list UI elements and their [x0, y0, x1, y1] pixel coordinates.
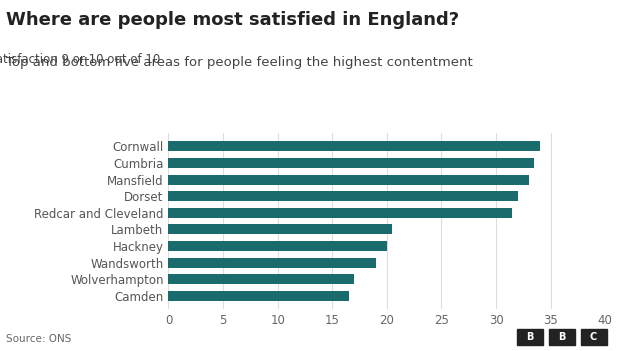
- Text: Top and bottom five areas for people feeling the highest contentment: Top and bottom five areas for people fee…: [6, 56, 473, 69]
- Bar: [168, 141, 540, 151]
- Bar: [168, 158, 534, 168]
- Bar: [168, 174, 529, 185]
- Text: Where are people most satisfied in England?: Where are people most satisfied in Engla…: [6, 11, 459, 28]
- Legend: Percentage of people rating their life satisfaction 9 or 10 out of 10: Percentage of people rating their life s…: [0, 48, 165, 71]
- Bar: [168, 241, 387, 251]
- Text: Source: ONS: Source: ONS: [6, 334, 72, 344]
- Text: B: B: [558, 332, 565, 342]
- Bar: [168, 208, 512, 218]
- FancyBboxPatch shape: [548, 329, 575, 345]
- Text: B: B: [526, 332, 534, 342]
- Text: C: C: [590, 332, 597, 342]
- Bar: [168, 274, 354, 284]
- FancyBboxPatch shape: [580, 329, 607, 345]
- Bar: [168, 191, 518, 201]
- Bar: [168, 224, 392, 234]
- Bar: [168, 291, 349, 301]
- FancyBboxPatch shape: [517, 329, 543, 345]
- Bar: [168, 258, 376, 268]
